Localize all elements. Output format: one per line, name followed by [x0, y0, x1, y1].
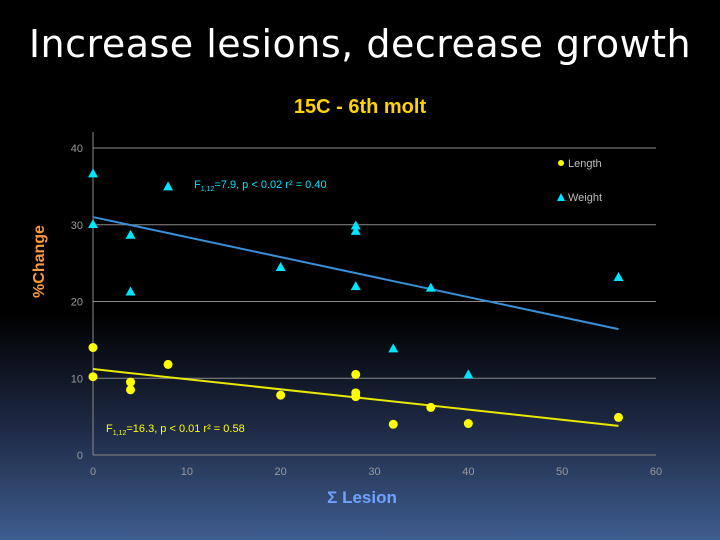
length-point: [126, 377, 136, 387]
y-tick-label: 30: [71, 220, 83, 232]
length-point: [388, 419, 398, 429]
legend-length-label: Length: [568, 158, 602, 170]
x-axis-label: Σ Lesion: [327, 488, 397, 507]
length-point: [88, 343, 98, 353]
y-tick-label: 40: [71, 143, 83, 155]
length-point: [276, 390, 286, 400]
x-tick-label: 0: [90, 466, 96, 478]
weight-point: [613, 271, 624, 281]
chart-title: 15C - 6th molt: [294, 96, 427, 118]
length-annotation: F1,12=16.3, p < 0.01 r² = 0.58: [106, 423, 245, 437]
length-point: [351, 369, 361, 379]
x-tick-label: 20: [275, 466, 287, 478]
weight-point: [463, 369, 474, 379]
weight-point: [350, 225, 361, 235]
y-tick-label: 0: [77, 450, 83, 462]
weight-annotation: F1,12=7.9, p < 0.02 r² = 0.40: [194, 179, 327, 193]
weight-point: [163, 181, 174, 191]
length-point: [426, 402, 436, 412]
y-tick-label: 10: [71, 373, 83, 385]
x-tick-label: 10: [181, 466, 193, 478]
weight-trend-line: [92, 216, 619, 331]
weight-point: [88, 168, 98, 178]
weight-point: [350, 281, 361, 291]
legend-weight-marker: [557, 193, 565, 201]
y-axis-label: %Change: [31, 225, 48, 298]
x-tick-label: 40: [462, 466, 474, 478]
slide-title: Increase lesions, decrease growth: [28, 22, 692, 66]
weight-point: [275, 261, 286, 271]
weight-point: [350, 220, 361, 230]
x-tick-label: 50: [556, 466, 568, 478]
length-point: [463, 419, 473, 429]
weight-point: [425, 282, 436, 292]
length-point: [88, 372, 98, 382]
length-point: [163, 359, 173, 369]
length-point: [126, 385, 136, 395]
weight-point: [125, 286, 136, 296]
weight-point: [388, 343, 399, 353]
x-tick-label: 60: [650, 466, 662, 478]
y-tick-label: 20: [71, 297, 83, 309]
weight-point: [88, 218, 98, 228]
legend-weight-label: Weight: [568, 192, 602, 204]
weight-point: [125, 229, 136, 239]
legend-length-marker: [558, 160, 564, 166]
length-point: [613, 412, 623, 422]
length-point: [351, 392, 361, 402]
x-tick-label: 30: [368, 466, 380, 478]
